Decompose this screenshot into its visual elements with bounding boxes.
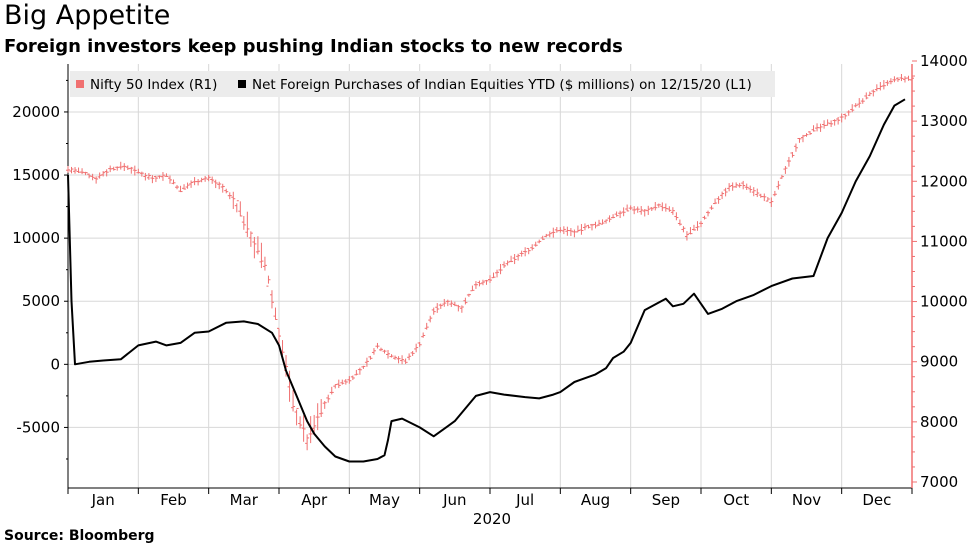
x-tick-label: Dec [862, 491, 891, 509]
x-tick-label: Apr [301, 491, 328, 509]
source-note: Source: Bloomberg [4, 528, 155, 544]
right-tick-label: 9000 [920, 353, 958, 371]
left-tick-label: 0 [50, 355, 60, 373]
left-tick-label: -5000 [16, 418, 60, 436]
x-tick-label: Sep [652, 491, 680, 509]
x-tick-label: Mar [230, 491, 259, 509]
right-tick-label: 11000 [920, 232, 968, 250]
chart-subtitle: Foreign investors keep pushing Indian st… [4, 36, 623, 57]
right-tick-label: 7000 [920, 473, 958, 491]
legend-swatch-nifty [76, 80, 84, 88]
legend-background [70, 71, 775, 97]
x-tick-label: Aug [581, 491, 610, 509]
right-tick-label: 13000 [920, 112, 968, 130]
legend-label-nifty: Nifty 50 Index (R1) [90, 77, 217, 93]
fpi-series [67, 98, 906, 463]
left-tick-label: 10000 [12, 229, 60, 247]
legend-label-fpi: Net Foreign Purchases of Indian Equities… [252, 77, 752, 93]
left-tick-label: 5000 [22, 292, 60, 310]
x-tick-label: Feb [160, 491, 187, 509]
x-tick-label: May [369, 491, 400, 509]
x-axis-label: 2020 [473, 510, 511, 528]
axes: -5000 0 5000 10000 15000 20000 Jan Feb Mar Apr May… [12, 52, 967, 509]
right-tick-label: 12000 [920, 172, 968, 190]
chart-title: Big Appetite [4, 0, 171, 31]
legend: Nifty 50 Index (R1) Net Foreign Purchase… [70, 71, 775, 97]
left-tick-label: 15000 [12, 166, 60, 184]
left-tick-label: 20000 [12, 103, 60, 121]
gridlines [68, 64, 912, 488]
x-tick-label: Jul [515, 491, 534, 509]
x-tick-label: Jan [91, 491, 115, 509]
x-tick-label: Nov [792, 491, 821, 509]
x-tick-label: Jun [442, 491, 466, 509]
right-tick-label: 14000 [920, 52, 968, 70]
right-tick-label: 8000 [920, 413, 958, 431]
legend-swatch-fpi [238, 80, 246, 88]
nifty-series [66, 74, 914, 451]
fpi-line [67, 98, 906, 463]
x-tick-label: Oct [723, 491, 749, 509]
right-tick-label: 10000 [920, 293, 968, 311]
